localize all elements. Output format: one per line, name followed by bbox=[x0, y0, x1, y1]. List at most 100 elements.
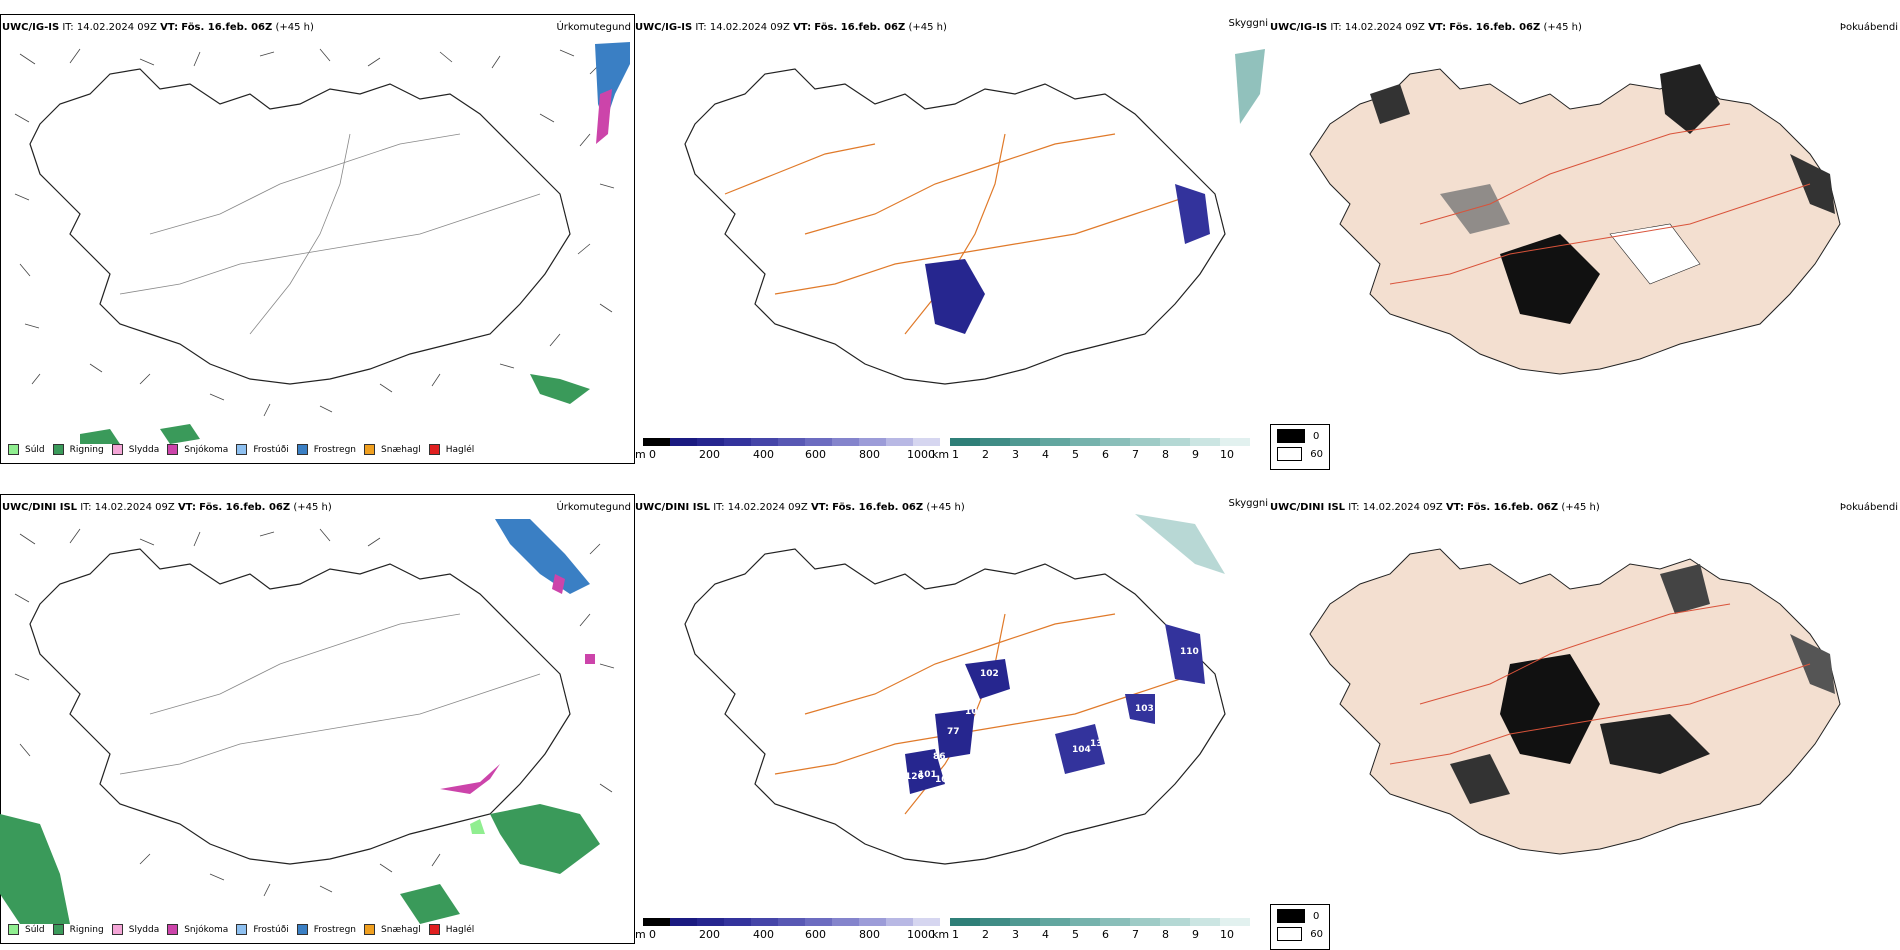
model-name: UWC/DINI ISL bbox=[2, 502, 78, 513]
colorbar-unit: m bbox=[635, 448, 646, 461]
colorbar-tick: 1000 bbox=[907, 448, 935, 461]
colorbar-unit: km bbox=[932, 448, 950, 461]
init-time-label: IT: bbox=[1330, 22, 1342, 33]
colorbar-tick: 9 bbox=[1192, 928, 1199, 941]
vis-label: 77 bbox=[947, 727, 960, 737]
legend-item: Rigning bbox=[52, 924, 104, 935]
legend-swatch bbox=[167, 444, 179, 455]
legend-item: Snæhagl bbox=[364, 924, 421, 935]
colorbar-tick: 4 bbox=[1042, 448, 1049, 461]
colorbar-tick: 9 bbox=[1192, 448, 1199, 461]
lead-time: (+45 h) bbox=[908, 22, 947, 33]
vis-label: 110 bbox=[1180, 647, 1199, 657]
colorbar-unit: km bbox=[932, 928, 950, 941]
colorbar-km-swatches bbox=[950, 438, 1250, 446]
iceland-land bbox=[1309, 68, 1841, 375]
fog-legend-swatch bbox=[1277, 429, 1305, 443]
legend-swatch bbox=[364, 924, 376, 935]
model-name: UWC/DINI ISL bbox=[1270, 502, 1346, 513]
model-name: UWC/IG-IS bbox=[1270, 22, 1328, 33]
panel-header: UWC/DINI ISL IT: 14.02.2024 09Z VT: Fös.… bbox=[635, 498, 1268, 516]
valid-time-label: VT: bbox=[793, 22, 812, 33]
legend-label: Súld bbox=[25, 444, 45, 455]
panel-header: UWC/DINI ISL IT: 14.02.2024 09Z VT: Fös.… bbox=[2, 502, 631, 516]
map-frame bbox=[0, 494, 635, 944]
precip-type-panel-row1: UWC/IG-IS IT: 14.02.2024 09Z VT: Fös. 16… bbox=[0, 14, 635, 464]
vis-label: 104 bbox=[965, 707, 984, 717]
fog-legend-item: 0 bbox=[1277, 909, 1323, 923]
colorbar-tick: 1 bbox=[952, 448, 959, 461]
valid-time: Fös. 16.feb. 06Z bbox=[832, 502, 924, 513]
fog-areas bbox=[1370, 64, 1835, 324]
legend-item: Snjókoma bbox=[167, 924, 228, 935]
iceland-coast bbox=[684, 548, 1226, 865]
precip-type-panel-row2: UWC/DINI ISL IT: 14.02.2024 09Z VT: Fös.… bbox=[0, 494, 635, 944]
legend-swatch bbox=[111, 444, 123, 455]
legend-label: Frostregn bbox=[313, 924, 357, 935]
legend-label: Snjókoma bbox=[184, 444, 229, 455]
legend-item: Slydda bbox=[111, 444, 160, 455]
legend-label: Frostregn bbox=[313, 444, 357, 455]
fog-legend-label: 60 bbox=[1310, 928, 1323, 940]
visibility-panel-row2: UWC/DINI ISL IT: 14.02.2024 09Z VT: Fös.… bbox=[635, 494, 1270, 944]
legend-item: Haglél bbox=[428, 444, 474, 455]
legend-swatch bbox=[364, 444, 376, 455]
colorbar-tick: 600 bbox=[805, 928, 826, 941]
colorbar-tick: 10 bbox=[1220, 448, 1234, 461]
panel-title: Skyggni bbox=[1228, 498, 1268, 509]
colorbar-km-swatches bbox=[950, 918, 1250, 926]
low-visibility-areas bbox=[925, 49, 1265, 334]
colorbar-tick: 800 bbox=[859, 448, 880, 461]
legend-label: Frostúði bbox=[253, 924, 289, 935]
fog-legend-item: 0 bbox=[1277, 429, 1323, 443]
init-time-label: IT: bbox=[1348, 502, 1360, 513]
colorbar-tick: 5 bbox=[1072, 448, 1079, 461]
legend-item: Haglél bbox=[428, 924, 474, 935]
legend-label: Slydda bbox=[128, 444, 160, 455]
init-time: 14.02.2024 09Z bbox=[709, 22, 790, 33]
lead-time: (+45 h) bbox=[1543, 22, 1582, 33]
legend-label: Snæhagl bbox=[381, 924, 421, 935]
fog-panel-row2: UWC/DINI ISL IT: 14.02.2024 09Z VT: Fös.… bbox=[1270, 494, 1900, 950]
fog-panel-row1: UWC/IG-IS IT: 14.02.2024 09Z VT: Fös. 16… bbox=[1270, 14, 1900, 470]
model-name: UWC/IG-IS bbox=[635, 22, 693, 33]
legend-swatch bbox=[52, 444, 64, 455]
colorbar-tick: 3 bbox=[1012, 928, 1019, 941]
iceland-map: 102 110 104 101 126 101 133 104 139 103 … bbox=[684, 514, 1226, 865]
fog-areas bbox=[1450, 564, 1835, 804]
legend-swatch bbox=[236, 924, 248, 935]
valid-time-label: VT: bbox=[1428, 22, 1447, 33]
legend-item: Súld bbox=[8, 444, 45, 455]
legend-swatch bbox=[296, 444, 308, 455]
colorbar-tick: 800 bbox=[859, 928, 880, 941]
model-name: UWC/DINI ISL bbox=[635, 502, 711, 513]
colorbar-tick: 8 bbox=[1162, 448, 1169, 461]
legend-item: Frostregn bbox=[296, 924, 357, 935]
fog-legend: 0 60 bbox=[1270, 904, 1330, 950]
colorbar-tick: 200 bbox=[699, 448, 720, 461]
valid-time-label: VT: bbox=[177, 502, 196, 513]
panel-title: Skyggni bbox=[1228, 18, 1268, 29]
legend-swatch bbox=[8, 444, 19, 455]
legend-label: Snæhagl bbox=[381, 444, 421, 455]
valid-time: Fös. 16.feb. 06Z bbox=[1449, 22, 1541, 33]
init-time-label: IT: bbox=[713, 502, 725, 513]
colorbar-tick: 2 bbox=[982, 448, 989, 461]
fog-legend-label: 0 bbox=[1313, 910, 1320, 922]
colorbar-m-swatches bbox=[643, 438, 940, 446]
vis-label: 103 bbox=[1135, 704, 1154, 714]
legend-label: Slydda bbox=[128, 924, 160, 935]
legend-item: Slydda bbox=[111, 924, 160, 935]
init-time-label: IT: bbox=[80, 502, 92, 513]
lead-time: (+45 h) bbox=[293, 502, 332, 513]
colorbar-tick: 4 bbox=[1042, 928, 1049, 941]
colorbar-tick: 1 bbox=[952, 928, 959, 941]
legend-label: Súld bbox=[25, 924, 45, 935]
legend-item: Súld bbox=[8, 924, 45, 935]
iceland-coast bbox=[684, 68, 1226, 385]
iceland-map bbox=[1309, 548, 1841, 855]
precip-areas bbox=[0, 519, 600, 924]
colorbar-unit: m bbox=[635, 928, 646, 941]
legend-swatch bbox=[111, 924, 123, 935]
vis-label: 86 bbox=[933, 752, 946, 762]
